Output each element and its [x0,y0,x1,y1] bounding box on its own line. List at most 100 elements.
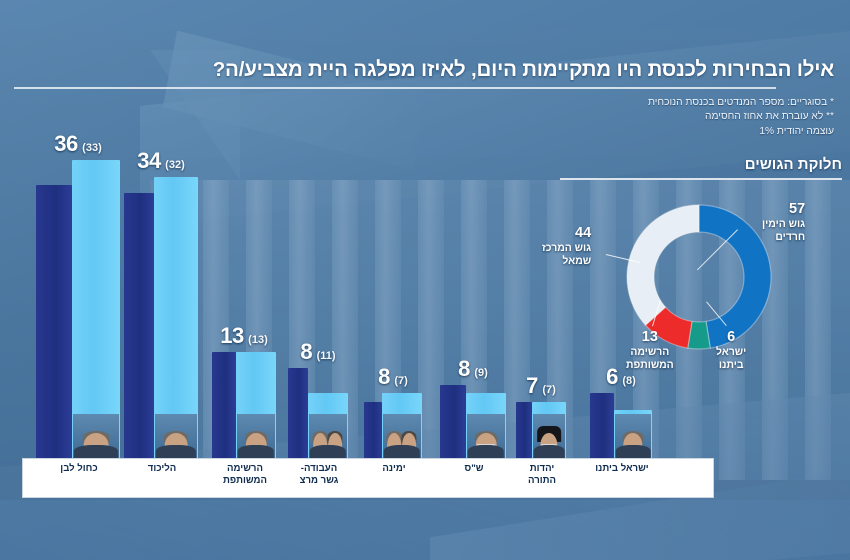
leader-torso [237,445,275,460]
current-seat-count: 8 [300,339,313,364]
axis-label-0: כחול לבן [24,463,134,475]
axis-label-line1: ש"ס [464,463,484,474]
bar-value-label: (7) 7 [516,373,566,399]
axis-label-line1: הליכוד [147,463,177,474]
bar-previous-1 [124,193,154,460]
bloc-label-2: 13 הרשימה המשותפת [626,328,674,372]
footnote-2: ** לא עוברת את אחוז החסימה [705,111,834,123]
bar-current-0 [72,160,120,460]
bloc-seat-count: 6 [727,329,736,345]
leader-torso [467,445,505,460]
footnotes: * בסוגריים: מספר המנדטים בכנסת הנוכחית *… [14,96,834,139]
party-leader-photo [533,414,565,460]
bloc-slice-1 [626,204,700,327]
bloc-name-line1: הרשימה [630,347,670,359]
bar-previous-5 [440,385,466,460]
current-seat-count: 6 [606,364,618,389]
axis-label-line2: המשותפת [222,474,267,486]
header: אילו הבחירות לכנסת היו מתקיימות היום, לא… [14,58,834,139]
bloc-label-1: 44 גוש המרכז שמאל [542,224,591,268]
bar-value-label: (9) 8 [440,356,506,382]
bloc-label-3: 6 ישראל ביתנו [716,328,746,372]
bar-chart: (33) 36 (32) 34 (13) 13 (11) 8 (7) 8 (9) 8 (7)… [0,131,652,460]
glass-triangle [150,50,240,180]
bar-current-1 [154,177,198,460]
bloc-seat-count: 44 [575,225,592,241]
previous-seat-count: (8) [622,375,636,387]
axis-label-line1: כחול לבן [60,463,98,474]
bloc-seat-count: 13 [641,329,658,345]
party-leader-photo [615,414,651,460]
bar-value-label: (11) 8 [288,339,348,365]
footnote-1: * בסוגריים: מספר המנדטים בכנסת הנוכחית [647,97,834,108]
bar-value-label: (33) 36 [36,131,120,157]
axis-label-line2: התורה [528,474,556,486]
current-seat-count: 8 [378,364,390,389]
party-leader-photo [237,414,275,460]
axis-label-line1: הרשימה [227,463,263,474]
bar-previous-3 [288,368,308,460]
party-leader-photo [73,414,119,460]
current-seat-count: 36 [54,131,78,156]
previous-seat-count: (32) [165,159,185,171]
bloc-name-line2: שמאל [562,256,592,268]
current-seat-count: 13 [220,323,244,348]
previous-seat-count: (7) [542,384,556,396]
bar-group: (7) 7 [516,160,566,460]
previous-seat-count: (13) [248,334,268,346]
axis-label-strip: כחול לבן הליכוד הרשימה המשותפת העבודה- גשר מר… [22,458,714,498]
leader-torso [73,445,119,460]
building-column [805,180,831,480]
bloc-name-line2: המשותפת [626,360,674,372]
bloc-seat-count: 57 [789,201,806,217]
leader-torso [383,445,421,460]
bar-group: (7) 8 [364,160,422,460]
bar-group: (8) 6 [590,160,652,460]
bloc-name-line1: גוש המרכז [542,243,592,255]
bar-group: (32) 34 [124,148,198,460]
bar-value-label: (8) 6 [590,364,652,390]
party-leader-photo [383,414,421,460]
leader-torso [309,445,347,460]
party-leader-photo [467,414,505,460]
bloc-donut-chart [626,204,772,350]
leader-torso [615,445,651,460]
building-column [418,180,444,480]
previous-seat-count: (7) [394,375,408,387]
current-seat-count: 7 [526,373,538,398]
axis-label-2: הרשימה המשותפת [200,463,290,486]
bloc-name-line1: ישראל [716,347,747,359]
previous-seat-count: (33) [82,142,102,154]
bar-previous-4 [364,402,382,460]
axis-label-line1: ישראל ביתנו [595,463,649,474]
bar-previous-6 [516,402,532,460]
axis-label-7: ישראל ביתנו [578,463,666,475]
axis-label-1: הליכוד [112,463,212,475]
axis-label-line1: העבודה- [300,463,338,474]
previous-seat-count: (11) [316,350,336,362]
axis-label-4: ימינה [352,463,436,475]
axis-label-5: ש"ס [428,463,520,475]
page-title: אילו הבחירות לכנסת היו מתקיימות היום, לא… [212,58,834,81]
previous-seat-count: (9) [474,367,488,379]
bar-group: (9) 8 [440,160,506,460]
title-divider [14,87,776,89]
axis-label-3: העבודה- גשר מרצ [276,463,362,486]
bar-group: (11) 8 [288,160,348,460]
leader-torso [155,445,197,460]
bloc-name-line2: חרדים [775,232,806,244]
bloc-label-0: 57 גוש הימין חרדים [762,200,805,244]
bar-group: (13) 13 [212,160,276,460]
axis-label-6: יהדות התורה [504,463,580,486]
bloc-distribution-panel: חלוקת הגושים 57 גוש הימין חרדים 44 גוש המרכז… [542,150,850,380]
bar-value-label: (13) 13 [212,323,276,349]
leader-torso [533,445,565,460]
footnote-3: עוצמה יהודית 1% [759,125,834,137]
bloc-name-line1: גוש הימין [762,219,806,231]
party-leader-photo [309,414,347,460]
current-seat-count: 34 [137,148,161,173]
bar-group: (33) 36 [36,131,120,460]
bar-previous-0 [36,185,72,460]
bloc-title-divider [560,178,842,180]
